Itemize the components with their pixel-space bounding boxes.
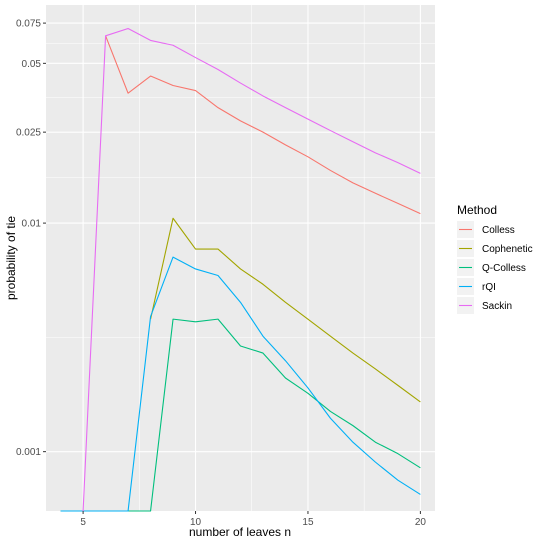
y-tick-label: 0.075: [16, 19, 41, 30]
legend-label: Q-Colless: [482, 263, 526, 274]
y-tick-label: 0.01: [22, 219, 42, 230]
y-tick-label: 0.001: [16, 447, 41, 458]
x-tick-label: 10: [190, 517, 202, 528]
series-line-sackin: [82, 27, 421, 512]
legend-label: Colless: [482, 225, 515, 236]
legend-item-sackin: Sackin: [457, 297, 512, 314]
y-axis-title: probability of tie: [4, 216, 18, 300]
legend-item-rqi: rQI: [457, 278, 496, 295]
y-axis-ticks: 0.001 0.01 0.025 0.05 0.075: [16, 19, 46, 458]
x-tick-label: 20: [415, 517, 427, 528]
series-line-rqi: [60, 256, 421, 512]
y-tick-label: 0.025: [16, 128, 41, 139]
panel-background: [46, 5, 435, 511]
y-tick-label: 0.05: [22, 59, 42, 70]
legend-label: rQI: [482, 282, 496, 293]
major-gridlines: [46, 5, 435, 511]
legend-item-colless: Colless: [457, 221, 515, 238]
legend: Method Colless Cophenetic Q-Colless rQI Sack…: [457, 203, 533, 314]
series-line-colless: [105, 35, 421, 215]
legend-item-cophenetic: Cophenetic: [457, 240, 533, 257]
x-axis-ticks: 5 10 15 20: [80, 511, 426, 528]
series-line-cophenetic: [150, 217, 421, 403]
x-tick-label: 15: [302, 517, 314, 528]
legend-label: Cophenetic: [482, 244, 533, 255]
legend-items: Colless Cophenetic Q-Colless rQI Sackin: [457, 221, 533, 314]
x-tick-label: 5: [80, 517, 86, 528]
series-lines: [60, 27, 421, 512]
legend-title: Method: [457, 203, 497, 217]
x-axis-title: number of leaves n: [189, 525, 291, 539]
legend-label: Sackin: [482, 301, 512, 312]
legend-item-q-colless: Q-Colless: [457, 259, 526, 276]
